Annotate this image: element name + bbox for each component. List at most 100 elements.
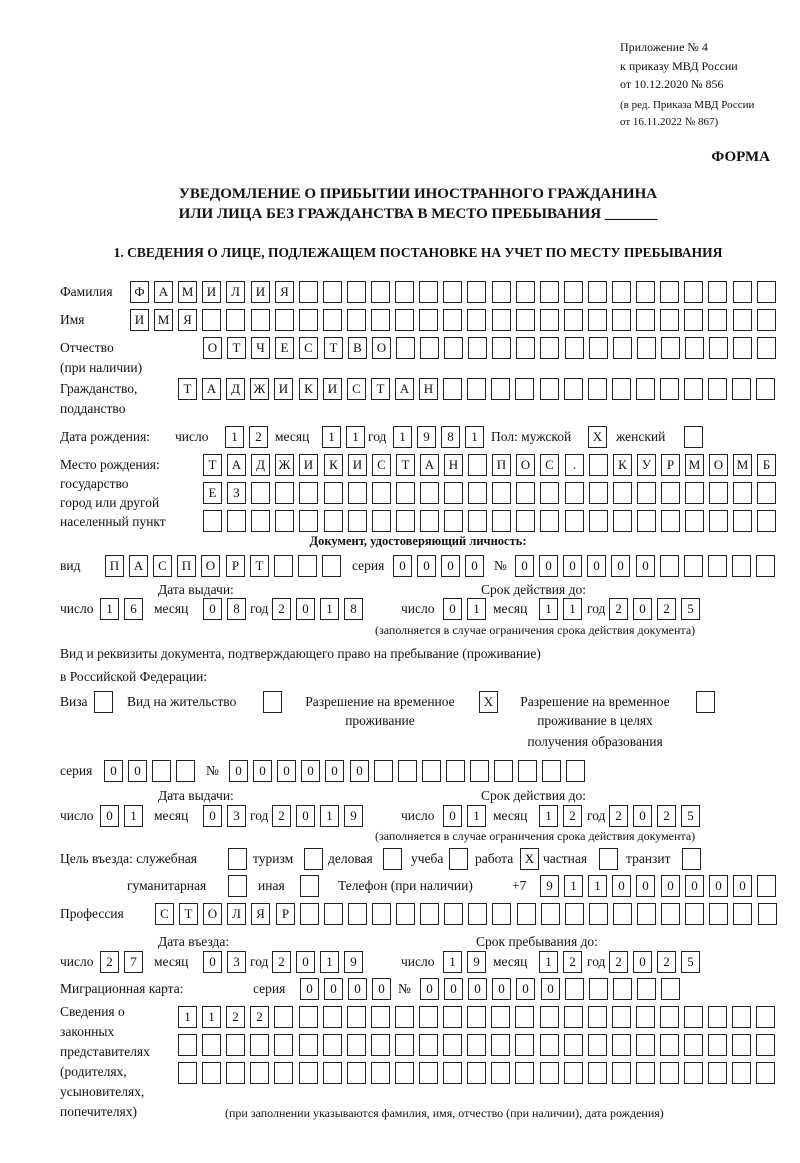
surname-cell[interactable]: И (202, 281, 221, 303)
birth-place-cell[interactable] (540, 482, 559, 504)
name-cell[interactable] (636, 309, 655, 331)
profession-cell[interactable] (444, 903, 463, 925)
birth-place-cell[interactable]: А (420, 454, 439, 476)
birth-month-cell[interactable]: 1 (346, 426, 365, 448)
valid-day-cell[interactable]: 1 (467, 805, 486, 827)
birth-place-cell[interactable] (637, 482, 656, 504)
birth-place-cell[interactable] (757, 482, 776, 504)
birth-month-cell[interactable]: 1 (322, 426, 341, 448)
patronymic-cell[interactable]: Е (275, 337, 294, 359)
name-cell[interactable] (660, 309, 679, 331)
residence-doc-number-cell[interactable]: 0 (253, 760, 272, 782)
birth-year-cell[interactable]: 9 (417, 426, 436, 448)
citizenship-cell[interactable] (732, 378, 751, 400)
name-cell[interactable] (251, 309, 270, 331)
profession-cell[interactable]: Р (276, 903, 295, 925)
migration-card-number-cell[interactable] (613, 978, 632, 1000)
until-month-cell[interactable]: 1 (539, 951, 558, 973)
temp-residence-checkbox-cell[interactable]: X (479, 691, 498, 713)
representatives-cell[interactable]: 1 (178, 1006, 197, 1028)
name-cell[interactable] (347, 309, 366, 331)
citizenship-cell[interactable]: А (202, 378, 221, 400)
profession-cell[interactable] (300, 903, 319, 925)
birth-place-cell[interactable] (396, 482, 415, 504)
residence-doc-number-cell[interactable] (422, 760, 441, 782)
citizenship-cell[interactable] (660, 378, 679, 400)
valid-year-cell[interactable]: 2 (657, 598, 676, 620)
until-year-cell[interactable]: 2 (609, 951, 628, 973)
representatives-cell[interactable] (419, 1062, 438, 1084)
id-doc-number-cell[interactable] (732, 555, 751, 577)
representatives-cell[interactable] (250, 1062, 269, 1084)
surname-cell[interactable] (371, 281, 390, 303)
profession-cell[interactable] (372, 903, 391, 925)
patronymic-cell[interactable] (468, 337, 487, 359)
surname-cell[interactable] (733, 281, 752, 303)
birth-place-cell[interactable] (685, 510, 704, 532)
name-cell[interactable] (540, 309, 559, 331)
valid-month-cell[interactable]: 1 (563, 598, 582, 620)
representatives-cell[interactable] (491, 1006, 510, 1028)
surname-cell[interactable] (467, 281, 486, 303)
profession-cell[interactable]: Т (179, 903, 198, 925)
phone-cell[interactable]: 0 (709, 875, 728, 897)
temp-residence-edu-checkbox-cell[interactable] (696, 691, 715, 713)
residence-doc-number-cell[interactable]: 0 (277, 760, 296, 782)
representatives-cell[interactable] (540, 1006, 559, 1028)
birth-day-cell[interactable]: 1 (225, 426, 244, 448)
patronymic-cell[interactable] (613, 337, 632, 359)
birth-place-cell[interactable] (468, 510, 487, 532)
birth-place-cell[interactable]: М (733, 454, 752, 476)
migration-card-series-cell[interactable]: 0 (372, 978, 391, 1000)
birth-place-cell[interactable] (348, 510, 367, 532)
birth-place-cell[interactable] (396, 510, 415, 532)
phone-cell[interactable]: 0 (685, 875, 704, 897)
patronymic-cell[interactable]: О (203, 337, 222, 359)
purpose-work-checkbox-cell[interactable]: X (520, 848, 539, 870)
representatives-cell[interactable] (299, 1006, 318, 1028)
id-doc-kind-cell[interactable]: О (201, 555, 220, 577)
surname-cell[interactable]: Ф (130, 281, 149, 303)
birth-place-cell[interactable] (420, 510, 439, 532)
entry-day-cell[interactable]: 7 (124, 951, 143, 973)
surname-cell[interactable] (323, 281, 342, 303)
name-cell[interactable] (419, 309, 438, 331)
surname-cell[interactable]: И (251, 281, 270, 303)
migration-card-number-cell[interactable] (661, 978, 680, 1000)
surname-cell[interactable] (419, 281, 438, 303)
representatives-cell[interactable] (395, 1006, 414, 1028)
citizenship-cell[interactable] (588, 378, 607, 400)
patronymic-cell[interactable] (420, 337, 439, 359)
id-doc-kind-cell[interactable] (274, 555, 293, 577)
representatives-cell[interactable] (708, 1034, 727, 1056)
representatives-cell[interactable] (202, 1034, 221, 1056)
profession-cell[interactable]: Я (251, 903, 270, 925)
profession-cell[interactable] (396, 903, 415, 925)
entry-year-cell[interactable]: 0 (296, 951, 315, 973)
birth-place-cell[interactable] (444, 510, 463, 532)
representatives-cell[interactable] (732, 1006, 751, 1028)
valid-month-cell[interactable]: 1 (539, 598, 558, 620)
profession-cell[interactable] (733, 903, 752, 925)
representatives-cell[interactable] (274, 1062, 293, 1084)
patronymic-cell[interactable] (685, 337, 704, 359)
phone-cell[interactable]: 9 (540, 875, 559, 897)
birth-place-cell[interactable]: И (299, 454, 318, 476)
phone-cell[interactable]: 0 (733, 875, 752, 897)
surname-cell[interactable] (588, 281, 607, 303)
issue-day-cell[interactable]: 1 (100, 598, 119, 620)
valid-day-cell[interactable]: 1 (467, 598, 486, 620)
surname-cell[interactable]: Я (275, 281, 294, 303)
citizenship-cell[interactable]: И (323, 378, 342, 400)
purpose-business-checkbox-cell[interactable] (383, 848, 402, 870)
birth-place-cell[interactable]: И (348, 454, 367, 476)
profession-cell[interactable]: О (203, 903, 222, 925)
until-year-cell[interactable]: 2 (657, 951, 676, 973)
representatives-cell[interactable] (540, 1034, 559, 1056)
birth-place-cell[interactable]: Б (757, 454, 776, 476)
id-doc-number-cell[interactable] (708, 555, 727, 577)
citizenship-cell[interactable]: С (347, 378, 366, 400)
representatives-cell[interactable] (636, 1006, 655, 1028)
representatives-cell[interactable] (178, 1034, 197, 1056)
birth-place-cell[interactable]: Т (396, 454, 415, 476)
